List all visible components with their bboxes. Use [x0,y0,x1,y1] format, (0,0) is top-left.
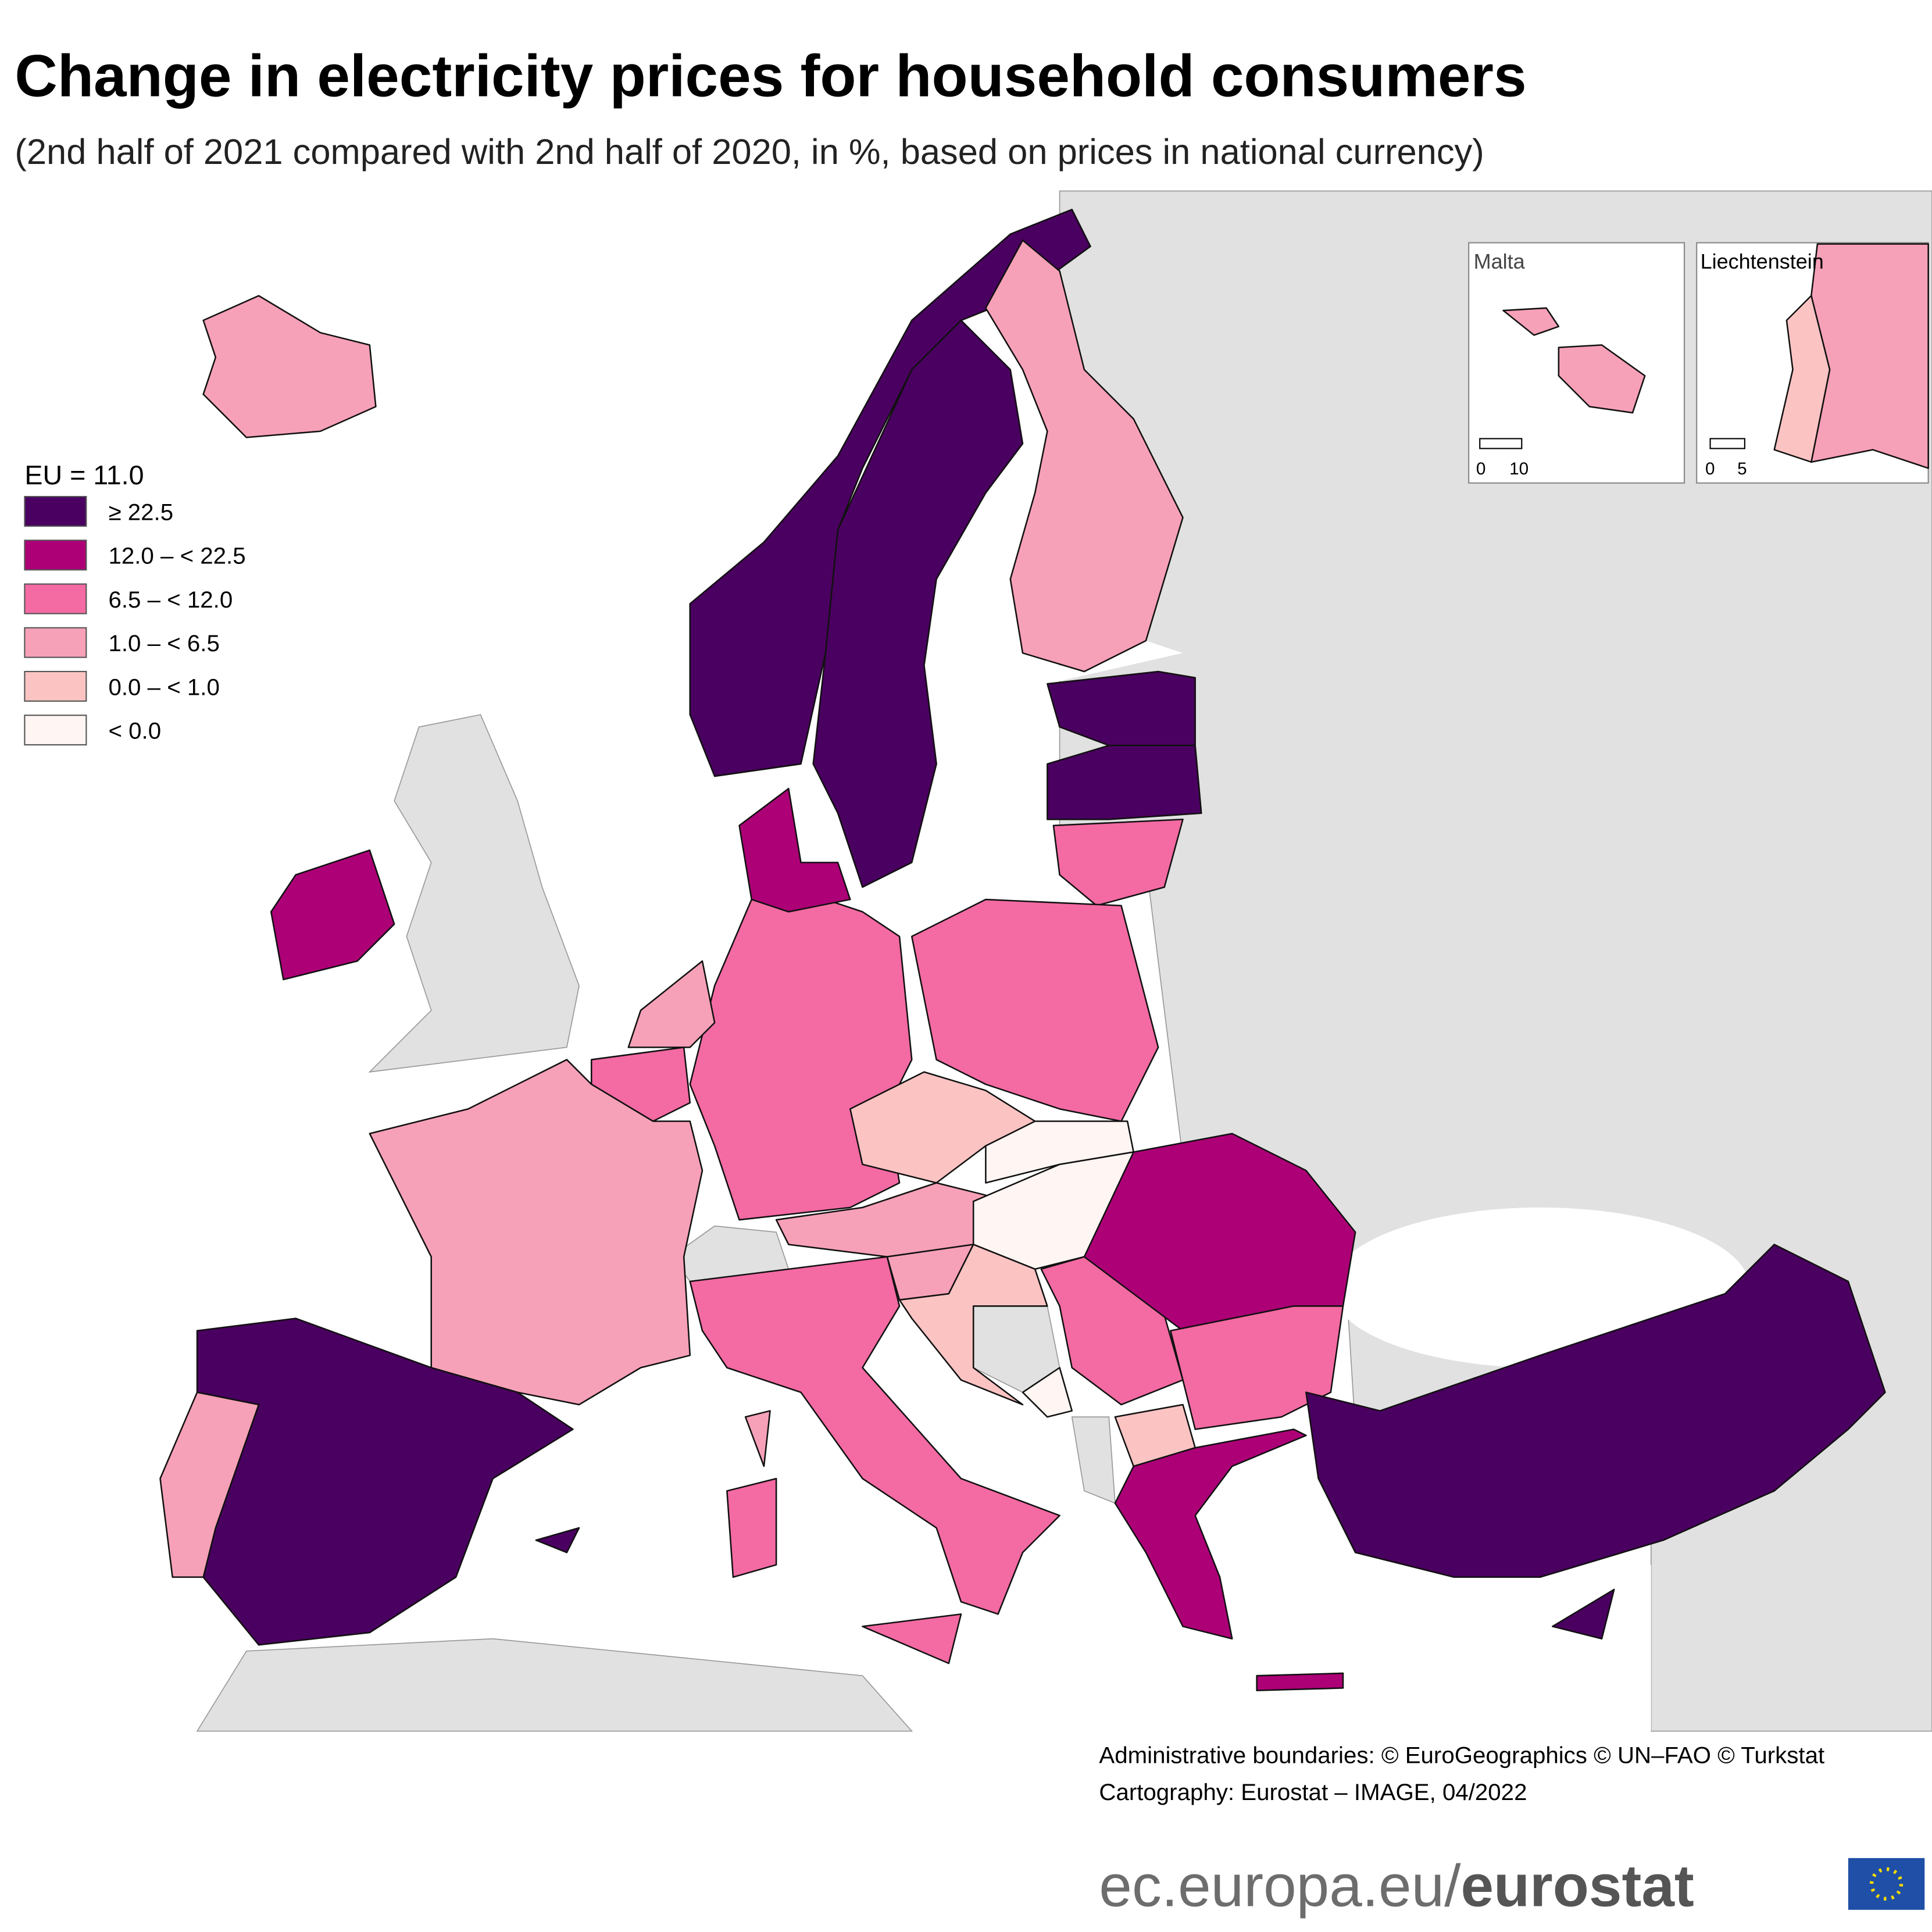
scale-label: 0 [1705,459,1715,478]
great-britain [368,714,580,1073]
title: Change in electricity prices for househo… [15,42,1526,109]
region [862,1613,962,1665]
region [744,1410,771,1467]
inset-title: Malta [1474,249,1526,273]
region [738,788,851,913]
region [1810,243,1929,469]
legend-swatch [24,540,87,571]
credits: Administrative boundaries: © EuroGeograp… [1099,1742,1824,1769]
inset-malta: Malta 0 10 [1468,242,1685,484]
region [590,1047,691,1122]
region [689,1256,1060,1615]
credits: Cartography: Eurostat – IMAGE, 04/2022 [1099,1779,1527,1805]
region [535,1527,580,1554]
region [1773,295,1831,463]
legend-swatch [24,583,87,615]
legend: ≥ 22.5 12.0 – < 22.5 6.5 – < 12.0 1.0 – < 6… [24,496,246,746]
scale-label: 0 [1476,459,1486,478]
region [726,1477,777,1578]
footer: ec.europa.eu/eurostat [1099,1852,1694,1919]
region [627,960,716,1048]
region [1256,1672,1344,1691]
legend-swatch [24,496,87,527]
region [1170,1305,1344,1430]
region [1502,307,1646,414]
legend-swatch [24,715,87,746]
baltic-sea [862,443,1183,937]
region [202,295,377,438]
region [898,1244,1048,1406]
legend-label: < 0.0 [108,717,161,744]
eu-flag [1848,1858,1925,1910]
legend-label: 6.5 – < 12.0 [108,587,233,613]
region [1551,1588,1615,1640]
region [1305,1244,1886,1578]
legend-label: ≥ 22.5 [108,499,173,525]
scale-label: 10 [1509,459,1529,478]
region [1052,819,1184,906]
legend-label: 12.0 – < 22.5 [108,543,245,569]
scale-bar [1709,438,1745,449]
region [1083,1133,1356,1332]
aegean-sea [1109,1441,1651,1731]
region [270,849,395,981]
footer-brand: eurostat [1460,1852,1694,1919]
flag-stars [1869,1867,1904,1901]
region [985,239,1184,673]
footer-site: ec.europa.eu/ [1099,1852,1461,1919]
region [1047,744,1202,820]
legend-swatch [24,670,87,702]
inset-liechtenstein: Liechtenstein 0 5 [1696,242,1929,484]
region [1022,1367,1073,1418]
inset-title: Liechtenstein [1701,249,1824,273]
legend-label: 0.0 – < 1.0 [108,674,219,700]
region [1114,1429,1307,1640]
legend-title: EU = 11.0 [24,460,144,490]
scale-bar [1479,438,1523,449]
region [159,1391,260,1578]
subtitle: (2nd half of 2021 compared with 2nd half… [15,132,1484,172]
legend-label: 1.0 – < 6.5 [108,630,219,656]
scale-label: 5 [1737,459,1747,478]
legend-swatch [24,627,87,658]
north-africa [196,1638,913,1732]
region [812,319,1024,888]
flag [1848,1858,1925,1910]
